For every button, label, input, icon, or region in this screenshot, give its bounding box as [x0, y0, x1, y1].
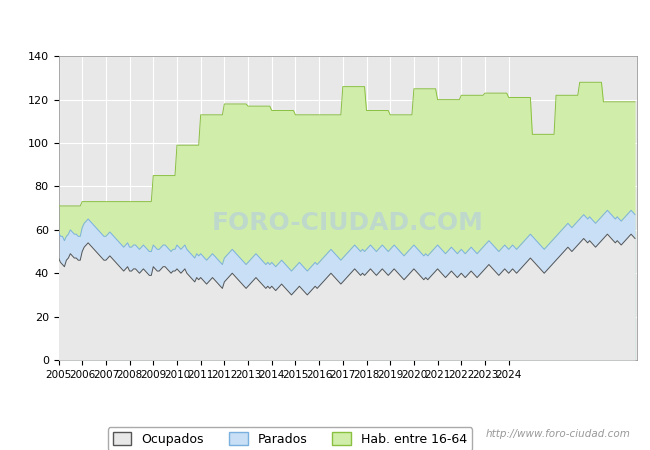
Legend: Ocupados, Parados, Hab. entre 16-64: Ocupados, Parados, Hab. entre 16-64	[108, 428, 472, 450]
Text: http://www.foro-ciudad.com: http://www.foro-ciudad.com	[486, 429, 630, 439]
Text: FORO-CIUDAD.COM: FORO-CIUDAD.COM	[212, 212, 484, 235]
Text: Duruelo - Evolucion de la poblacion en edad de Trabajar Mayo de 2024: Duruelo - Evolucion de la poblacion en e…	[79, 17, 571, 31]
